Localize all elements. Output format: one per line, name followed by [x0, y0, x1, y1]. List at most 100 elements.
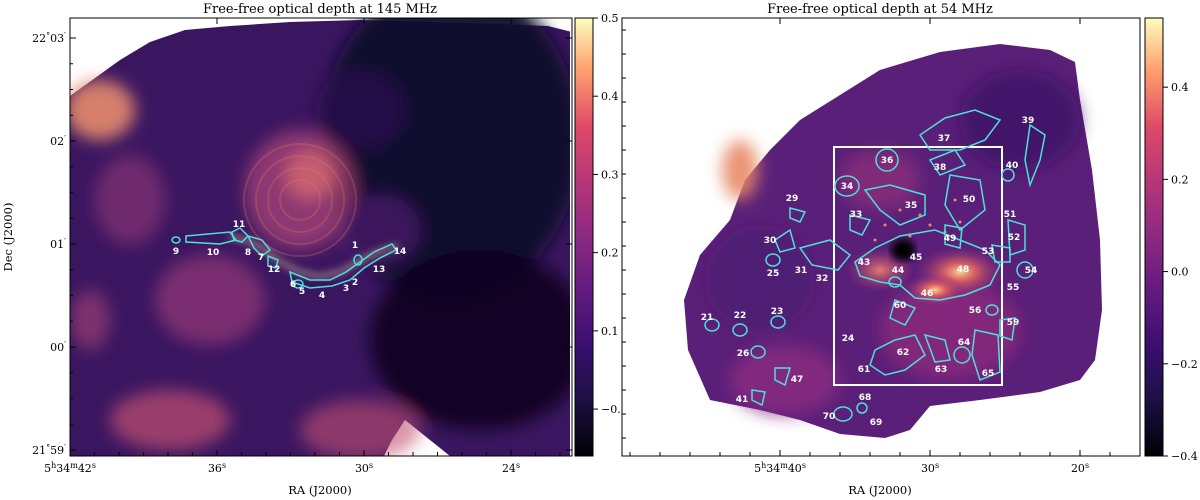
- region-label-45: 45: [910, 253, 923, 263]
- left-x-axis-label: RA (J2000): [288, 483, 351, 497]
- right-colorbar: [1144, 17, 1164, 457]
- region-56-contour: [985, 304, 999, 316]
- region-49-contour: [944, 224, 963, 249]
- region-59-contour: [999, 317, 1016, 341]
- region-label-46: 46: [921, 289, 934, 299]
- right-axis-ticks: 5h34m40s 30s 20s: [622, 18, 1141, 476]
- left-y-axis-label: Dec (J2000): [1, 203, 15, 272]
- region-38-contour: [928, 149, 967, 176]
- region-label-63: 63: [935, 365, 948, 375]
- region-68-69-contour: [856, 402, 868, 414]
- region-label-52: 52: [1008, 233, 1021, 243]
- region-10-contour: [185, 231, 238, 245]
- right-bright-region-46: [905, 274, 965, 306]
- region-25-contour: [765, 253, 781, 267]
- left-colorbar-tick-label: 0.3: [601, 168, 619, 181]
- region-12-contour: [267, 254, 279, 269]
- region-label-11: 11: [233, 220, 246, 230]
- region-label-64: 64: [958, 338, 971, 348]
- region-chain-contour: [288, 243, 398, 289]
- region-33-contour: [849, 214, 872, 236]
- region-26-contour: [750, 345, 766, 359]
- right-colorbar-tick-label: 0.0: [1171, 266, 1189, 279]
- region-54-contour: [1016, 261, 1034, 279]
- left-y-tick-label: 02′: [50, 134, 66, 149]
- region-label-50: 50: [963, 195, 976, 205]
- right-colorbar-tick-label: 0.2: [1171, 173, 1189, 186]
- region-label-38: 38: [934, 163, 947, 173]
- region-63-contour: [923, 333, 951, 363]
- region-label-34: 34: [841, 182, 854, 192]
- region-label-47: 47: [791, 375, 804, 385]
- left-region-contours: [171, 227, 398, 289]
- left-x-tick-label: 30s: [355, 461, 373, 476]
- right-x-tick-label: 20s: [1071, 461, 1089, 476]
- region-label-29: 29: [786, 194, 799, 204]
- region-label-1: 1: [352, 241, 358, 251]
- right-region-contours: [704, 109, 1046, 422]
- left-colorbar-tick-label: 0.2: [601, 247, 619, 260]
- left-map-texture: [70, 18, 570, 456]
- region-61-62-contour: [869, 334, 926, 376]
- region-label-4: 4: [319, 291, 325, 301]
- region-label-60: 60: [894, 301, 907, 311]
- right-colorbar-tick-label: −0.4: [1171, 450, 1198, 463]
- region-label-62: 62: [897, 348, 910, 358]
- left-region-labels: 1 2 3 4 5 6 7 8 9 10 11 12 13 14: [173, 220, 406, 301]
- region-label-2: 2: [352, 278, 358, 288]
- region-label-35: 35: [905, 201, 918, 211]
- region-65-contour: [971, 329, 1001, 381]
- region-label-48: 48: [957, 265, 970, 275]
- region-31-32-contour: [798, 239, 852, 271]
- region-label-14: 14: [394, 247, 407, 257]
- right-colorbar-ticks: −0.4 −0.2 0.0 0.2 0.4: [1163, 81, 1198, 463]
- left-y-tick-label: 21°59′: [32, 443, 66, 458]
- region-label-53: 53: [982, 247, 995, 257]
- right-colorbar-tick-label: −0.2: [1171, 358, 1198, 371]
- right-x-tick-label: 5h34m40s: [754, 461, 806, 476]
- left-x-tick-label: 5h34m42s: [44, 461, 96, 476]
- region-label-54: 54: [1025, 266, 1038, 276]
- region-22-contour: [732, 323, 748, 337]
- region-label-25: 25: [767, 269, 780, 279]
- left-panel: Free-free optical depth at 145 MHz: [1, 2, 628, 497]
- region-9-contour: [171, 236, 181, 244]
- region-label-8: 8: [245, 248, 251, 258]
- left-axis-ticks: 5h34m42s 36s 30s 24s 22°03′ 02′ 01′ 00′ 21°59′: [32, 18, 572, 475]
- right-colorbar-tick-label: 0.4: [1171, 81, 1189, 94]
- region-label-26: 26: [737, 349, 750, 359]
- region-30-contour: [774, 228, 796, 253]
- region-label-49: 49: [944, 234, 957, 244]
- region-53-contour: [991, 244, 1011, 263]
- right-x-axis-label: RA (J2000): [848, 483, 911, 497]
- region-6-5-contour: [292, 279, 304, 289]
- region-label-32: 32: [816, 274, 829, 284]
- region-40-contour: [1001, 168, 1015, 182]
- region-label-36: 36: [881, 156, 894, 166]
- left-y-tick-label: 22°03′: [32, 31, 66, 46]
- region-8-7-contour: [246, 234, 272, 257]
- left-ripple-rings: [243, 143, 357, 257]
- left-colorbar-ticks: −0.0 0.1 0.2 0.3 0.4 0.5: [593, 12, 628, 416]
- region-47-contour: [774, 367, 792, 387]
- region-label-55: 55: [1007, 283, 1020, 293]
- left-colorbar-tick-label: 0.5: [601, 12, 619, 25]
- region-label-7: 7: [258, 253, 264, 263]
- region-label-51: 51: [1004, 210, 1017, 220]
- region-label-39: 39: [1022, 116, 1035, 126]
- region-label-12: 12: [268, 265, 281, 275]
- left-colorbar-tick-label: −0.0: [601, 403, 628, 416]
- left-y-tick-label: 00′: [50, 340, 66, 355]
- right-map-texture: [710, 70, 1080, 415]
- left-colorbar-tick-label: 0.1: [601, 325, 619, 338]
- right-title: Free-free optical depth at 54 MHz: [767, 2, 993, 17]
- region-label-6: 6: [290, 280, 296, 290]
- region-51-52-contour: [1007, 218, 1026, 257]
- right-x-tick-label: 30s: [921, 461, 939, 476]
- region-label-40: 40: [1006, 161, 1019, 171]
- region-label-37: 37: [938, 134, 951, 144]
- region-label-33: 33: [850, 210, 863, 220]
- region-label-70: 70: [823, 412, 836, 422]
- region-label-5: 5: [299, 287, 305, 297]
